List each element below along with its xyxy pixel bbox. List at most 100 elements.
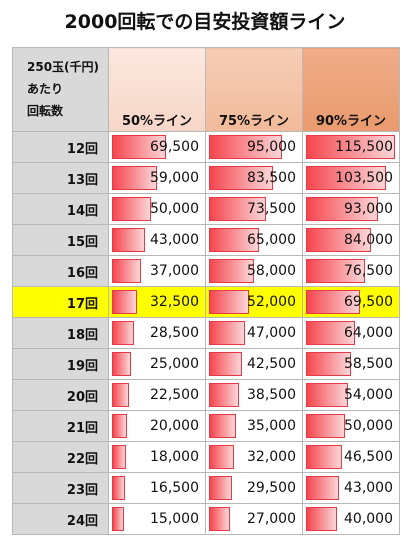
data-bar bbox=[112, 476, 125, 500]
value-cell: 52,000 bbox=[205, 286, 303, 318]
value-cell: 35,000 bbox=[205, 410, 303, 442]
table-row: 23回 16,500 29,500 43,000 bbox=[12, 472, 400, 504]
row-label: 22回 bbox=[12, 441, 109, 473]
data-label: 103,500 bbox=[335, 170, 393, 186]
data-label: 46,500 bbox=[344, 449, 393, 465]
value-cell: 43,000 bbox=[302, 472, 400, 504]
data-bar bbox=[112, 321, 134, 345]
value-cell: 38,500 bbox=[205, 379, 303, 411]
data-bar bbox=[306, 259, 365, 283]
data-label: 65,000 bbox=[247, 232, 296, 248]
data-bar bbox=[112, 135, 166, 159]
value-cell: 29,500 bbox=[205, 472, 303, 504]
data-label: 54,000 bbox=[344, 387, 393, 403]
row-header-line: 回転数 bbox=[27, 104, 64, 118]
value-cell: 95,000 bbox=[205, 131, 303, 163]
data-label: 25,000 bbox=[150, 356, 199, 372]
data-label: 52,000 bbox=[247, 294, 296, 310]
data-bar bbox=[306, 383, 348, 407]
data-label: 43,000 bbox=[150, 232, 199, 248]
data-bar bbox=[112, 166, 157, 190]
value-cell: 50,000 bbox=[108, 193, 206, 225]
data-bar bbox=[306, 135, 395, 159]
data-label: 47,000 bbox=[247, 325, 296, 341]
column-header-75: 75%ライン bbox=[205, 47, 303, 132]
row-header-line: 250玉(千円) bbox=[27, 60, 100, 74]
table-row: 17回 32,500 52,000 69,500 bbox=[12, 286, 400, 318]
data-bar bbox=[306, 507, 337, 531]
table-row: 20回 22,500 38,500 54,000 bbox=[12, 379, 400, 411]
table-row: 18回 28,500 47,000 64,000 bbox=[12, 317, 400, 349]
data-bar bbox=[112, 352, 131, 376]
value-cell: 115,500 bbox=[302, 131, 400, 163]
data-bar bbox=[209, 228, 259, 252]
value-cell: 76,500 bbox=[302, 255, 400, 287]
data-bar bbox=[112, 197, 151, 221]
data-bar bbox=[209, 445, 234, 469]
data-bar bbox=[306, 290, 360, 314]
value-cell: 40,000 bbox=[302, 503, 400, 535]
data-bar bbox=[112, 259, 141, 283]
data-label: 38,500 bbox=[247, 387, 296, 403]
column-header-90: 90%ライン bbox=[302, 47, 400, 132]
row-label: 16回 bbox=[12, 255, 109, 287]
row-label: 13回 bbox=[12, 162, 109, 194]
data-bar bbox=[209, 383, 239, 407]
data-bar bbox=[209, 259, 254, 283]
value-cell: 43,000 bbox=[108, 224, 206, 256]
data-label: 93,000 bbox=[344, 201, 393, 217]
investment-table: 250玉(千円) あたり 回転数 50%ライン 75%ライン 90%ライン 12… bbox=[12, 47, 400, 535]
data-label: 95,000 bbox=[247, 139, 296, 155]
data-label: 37,000 bbox=[150, 263, 199, 279]
value-cell: 46,500 bbox=[302, 441, 400, 473]
row-label: 20回 bbox=[12, 379, 109, 411]
data-bar bbox=[112, 383, 129, 407]
table-row: 12回 69,500 95,000 115,500 bbox=[12, 131, 400, 163]
table-row: 22回 18,000 32,000 46,500 bbox=[12, 441, 400, 473]
row-label: 24回 bbox=[12, 503, 109, 535]
data-label: 115,500 bbox=[335, 139, 393, 155]
data-bar bbox=[306, 445, 342, 469]
table-row: 14回 50,000 73,500 93,000 bbox=[12, 193, 400, 225]
data-bar bbox=[209, 290, 249, 314]
table-row: 13回 59,000 83,500 103,500 bbox=[12, 162, 400, 194]
table-row: 24回 15,000 27,000 40,000 bbox=[12, 503, 400, 535]
value-cell: 42,500 bbox=[205, 348, 303, 380]
value-cell: 28,500 bbox=[108, 317, 206, 349]
row-label: 23回 bbox=[12, 472, 109, 504]
table-row: 15回 43,000 65,000 84,000 bbox=[12, 224, 400, 256]
value-cell: 58,500 bbox=[302, 348, 400, 380]
table-body: 12回 69,500 95,000 115,500 13回 59,000 83,500 103… bbox=[12, 131, 400, 535]
data-label: 50,000 bbox=[150, 201, 199, 217]
data-label: 35,000 bbox=[247, 418, 296, 434]
column-header-50: 50%ライン bbox=[108, 47, 206, 132]
data-bar bbox=[306, 321, 355, 345]
row-label: 12回 bbox=[12, 131, 109, 163]
header-row: 250玉(千円) あたり 回転数 50%ライン 75%ライン 90%ライン bbox=[12, 47, 400, 132]
data-label: 28,500 bbox=[150, 325, 199, 341]
data-bar bbox=[112, 414, 127, 438]
data-label: 59,000 bbox=[150, 170, 199, 186]
data-bar bbox=[209, 352, 242, 376]
value-cell: 27,000 bbox=[205, 503, 303, 535]
value-cell: 15,000 bbox=[108, 503, 206, 535]
data-bar bbox=[306, 414, 345, 438]
data-label: 76,500 bbox=[344, 263, 393, 279]
value-cell: 69,500 bbox=[108, 131, 206, 163]
value-cell: 47,000 bbox=[205, 317, 303, 349]
data-bar bbox=[209, 166, 273, 190]
value-cell: 73,500 bbox=[205, 193, 303, 225]
data-label: 50,000 bbox=[344, 418, 393, 434]
data-label: 18,000 bbox=[150, 449, 199, 465]
data-label: 69,500 bbox=[150, 139, 199, 155]
data-label: 29,500 bbox=[247, 480, 296, 496]
value-cell: 32,000 bbox=[205, 441, 303, 473]
value-cell: 84,000 bbox=[302, 224, 400, 256]
data-label: 69,500 bbox=[344, 294, 393, 310]
value-cell: 69,500 bbox=[302, 286, 400, 318]
data-label: 58,500 bbox=[344, 356, 393, 372]
value-cell: 54,000 bbox=[302, 379, 400, 411]
data-label: 32,500 bbox=[150, 294, 199, 310]
value-cell: 16,500 bbox=[108, 472, 206, 504]
data-label: 16,500 bbox=[150, 480, 199, 496]
